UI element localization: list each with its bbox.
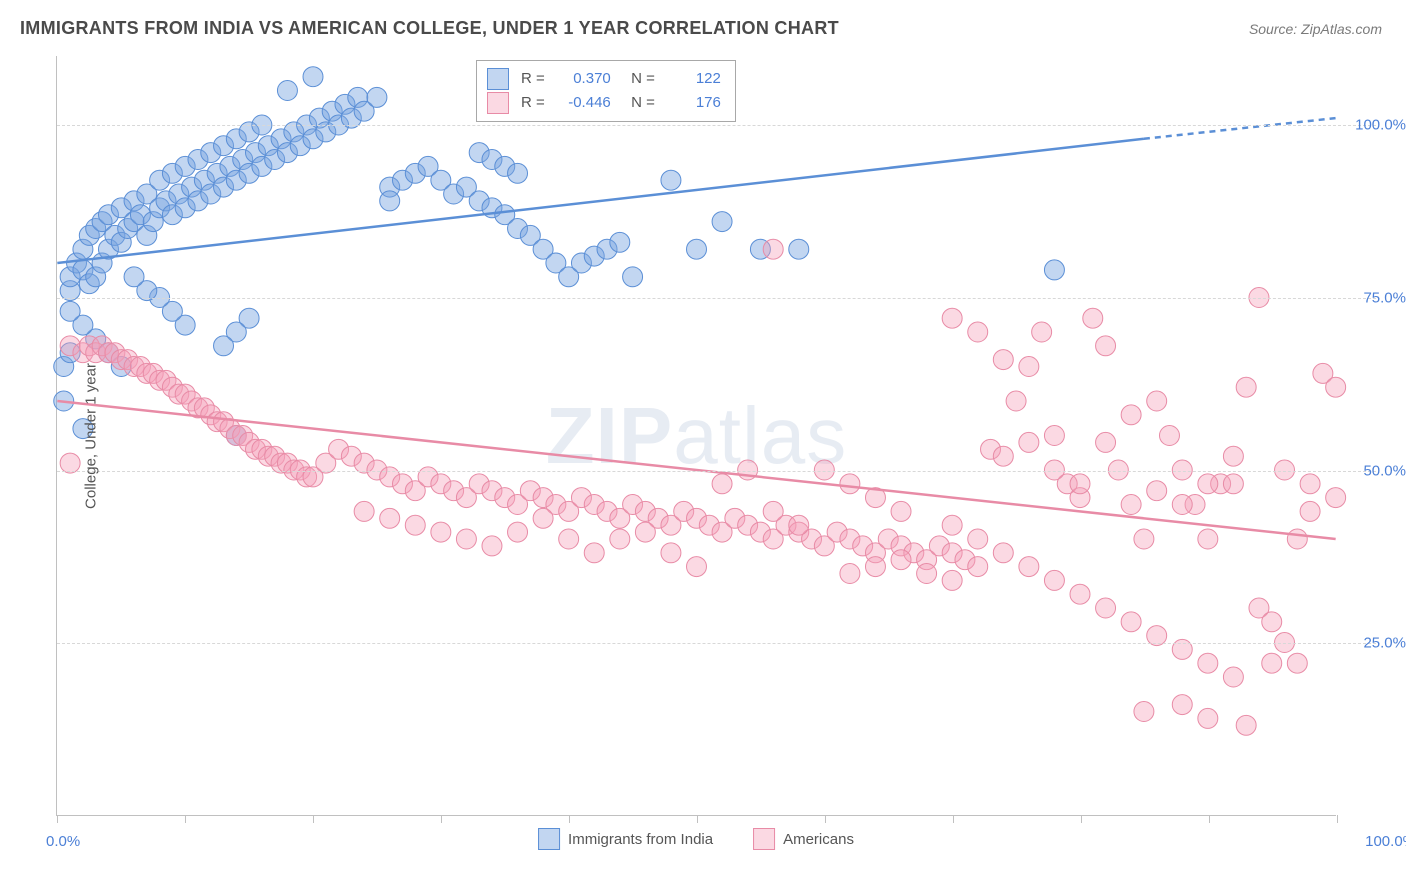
ytick-label: 25.0% [1346,635,1406,652]
n-label: N = [623,91,655,115]
legend-item-india: Immigrants from India [538,828,713,850]
y-axis-label: College, Under 1 year [82,363,99,509]
swatch-americans [487,92,509,114]
n-label: N = [623,67,655,91]
scatter-svg [57,56,1336,815]
n-value-americans: 176 [667,91,721,115]
n-value-india: 122 [667,67,721,91]
r-value-india: 0.370 [557,67,611,91]
plot-area: ZIPatlas 25.0%50.0%75.0%100.0% [56,56,1336,816]
chart-container: ZIPatlas 25.0%50.0%75.0%100.0% College, … [56,56,1336,816]
legend-label-india: Immigrants from India [568,831,713,848]
source-label: Source: ZipAtlas.com [1249,21,1382,37]
r-value-americans: -0.446 [557,91,611,115]
swatch-americans-icon [753,828,775,850]
bottom-legend: Immigrants from India Americans [538,828,854,850]
chart-title: IMMIGRANTS FROM INDIA VS AMERICAN COLLEG… [20,18,839,39]
swatch-india-icon [538,828,560,850]
ytick-label: 75.0% [1346,289,1406,306]
ytick-label: 100.0% [1346,117,1406,134]
legend-item-americans: Americans [753,828,854,850]
r-label: R = [521,67,545,91]
stats-row-india: R = 0.370 N = 122 [487,67,721,91]
legend-label-americans: Americans [783,831,854,848]
swatch-india [487,68,509,90]
x-axis-min-label: 0.0% [46,833,80,850]
x-axis-max-label: 100.0% [1365,833,1406,850]
stats-legend: R = 0.370 N = 122 R = -0.446 N = 176 [476,60,736,122]
ytick-label: 50.0% [1346,462,1406,479]
r-label: R = [521,91,545,115]
stats-row-americans: R = -0.446 N = 176 [487,91,721,115]
